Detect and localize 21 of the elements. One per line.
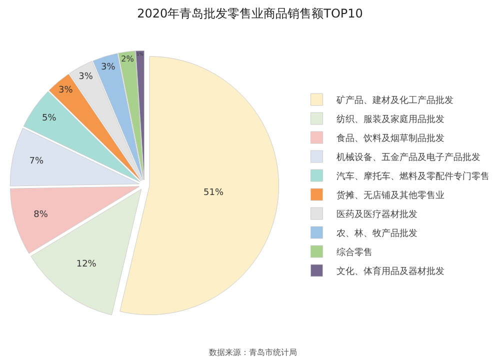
data-label: 51% [203,188,224,198]
data-label: 3% [58,86,74,96]
data-label: 12% [76,260,97,270]
legend-label: 矿产品、建材及化工产品批发 [336,95,454,106]
source-note: 数据来源：青岛市统计局 [209,348,297,357]
data-label: 3% [78,72,94,82]
legend-label: 综合零售 [336,247,373,258]
legend-label: 文化、体育用品及器材批发 [336,266,445,278]
data-label: 7% [29,156,44,166]
legend-label: 纺织、服装及家庭用品批发 [336,114,445,126]
legend-label: 食品、饮料及烟草制品批发 [336,133,445,144]
legend-label: 机械设备、五金产品及电子产品批发 [336,152,481,164]
legend-label: 农、林、牧产品批发 [336,228,418,240]
legend-label: 货摊、无店铺及其他零售业 [336,190,445,202]
data-label: 3% [101,62,116,73]
chart-title: 2020年青岛批发零售业商品销售额TOP10 [137,6,363,20]
data-label: 8% [34,210,48,220]
data-label: 5% [42,113,57,124]
legend-label: 医药及医疗器材批发 [336,209,418,220]
data-label: 2% [121,54,134,64]
legend-label: 汽车、摩托车、燃料及零配件专门零售 [336,171,490,182]
